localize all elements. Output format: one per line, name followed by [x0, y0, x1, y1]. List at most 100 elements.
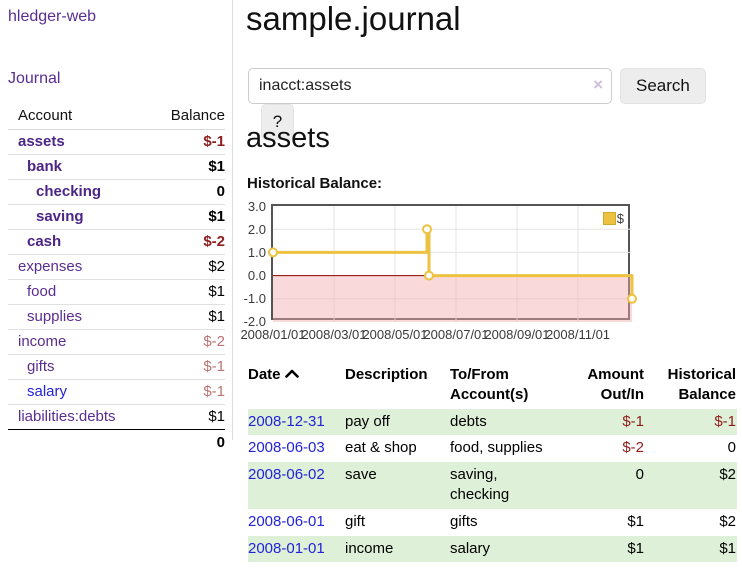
page-title: sample.journal	[246, 0, 461, 37]
account-link-assets[interactable]: assets	[18, 133, 65, 150]
chart-title: Historical Balance:	[247, 175, 383, 192]
help-button[interactable]: ?	[261, 104, 294, 140]
legend-swatch	[602, 212, 616, 225]
search-form: × Search ?	[248, 68, 738, 140]
account-balance: $-1	[158, 354, 225, 380]
legend-label: $	[616, 211, 624, 226]
column-header-accounts: To/From Account(s)	[450, 366, 529, 403]
transaction-amount: $1	[558, 535, 645, 563]
y-tick-label: 2.0	[247, 222, 266, 237]
account-row: supplies $1	[8, 304, 225, 330]
transaction-amount: 0	[558, 462, 645, 509]
account-row: assets $-1	[8, 129, 225, 155]
account-link-supplies[interactable]: supplies	[27, 308, 83, 325]
transaction-amount: $-2	[622, 439, 644, 457]
account-balance: 0	[158, 179, 225, 205]
account-row: liabilities:debts $1	[8, 405, 225, 430]
account-balance: $1	[158, 204, 225, 230]
transaction-accounts: salary	[450, 535, 558, 563]
transaction-accounts: debts	[450, 408, 558, 436]
brand-link[interactable]: hledger-web	[8, 8, 97, 25]
register-row: 2008-06-01 gift gifts $1 $2	[248, 509, 737, 536]
account-link-food[interactable]: food	[27, 283, 57, 300]
accounts-sidebar: Account Balance assets $-1 bank $1 checkin…	[8, 103, 225, 455]
transaction-amount: $1	[627, 512, 644, 530]
account-balance: $-1	[158, 129, 225, 155]
register-row: 2008-12-31 pay off debts $-1 $-1	[248, 408, 737, 436]
data-point-markers	[268, 224, 637, 304]
y-tick-label: -2.0	[243, 314, 266, 329]
account-link-gifts[interactable]: gifts	[27, 358, 55, 375]
transaction-date-link[interactable]: 2008-06-02	[248, 466, 325, 484]
account-link-bank[interactable]: bank	[27, 158, 63, 175]
register-table: Date Description To/From Account(s) Amou…	[248, 362, 737, 563]
account-balance: $-1	[158, 379, 225, 405]
account-balance: $1	[208, 408, 225, 425]
transaction-description: save	[345, 462, 450, 509]
account-link-saving[interactable]: saving	[36, 208, 84, 225]
account-balance: $2	[158, 254, 225, 280]
chart-legend: $	[602, 211, 624, 226]
accounts-total-value: 0	[158, 429, 225, 455]
account-row: checking 0	[8, 179, 225, 205]
sidebar-item-journal[interactable]: Journal	[8, 70, 61, 87]
column-header-date[interactable]: Date	[248, 362, 345, 409]
column-header-description: Description	[345, 366, 428, 383]
account-link-cash[interactable]: cash	[27, 233, 62, 250]
account-link-expenses[interactable]: expenses	[18, 258, 83, 275]
y-tick-label: -1.0	[243, 291, 266, 306]
account-row: bank $1	[8, 154, 225, 180]
transaction-date-link[interactable]: 2008-06-01	[248, 512, 325, 530]
transaction-balance: $2	[645, 462, 737, 509]
y-tick-label: 3.0	[247, 199, 266, 214]
account-row: income $-2	[8, 329, 225, 355]
transaction-date-link[interactable]: 2008-12-31	[248, 412, 325, 430]
x-tick-label: 2008/09/01	[484, 327, 550, 342]
accounts-total-row: 0	[8, 429, 225, 455]
column-header-balance: Historical Balance	[667, 366, 736, 403]
register-section: Date Description To/From Account(s) Amou…	[248, 362, 737, 563]
y-tick-label: 0.0	[247, 268, 266, 283]
sort-ascending-icon	[284, 369, 299, 378]
account-link-checking[interactable]: checking	[36, 183, 102, 200]
transaction-description: income	[345, 535, 450, 563]
account-row: gifts $-1	[8, 354, 225, 380]
accounts-table: Account Balance assets $-1 bank $1 checkin…	[8, 103, 225, 455]
transaction-balance: $2	[719, 512, 736, 530]
account-row: cash $-2	[8, 229, 225, 255]
x-tick-label: 2008/11/01	[545, 327, 611, 342]
transaction-description: gift	[345, 512, 366, 530]
x-tick-label: 2008/07/01	[423, 327, 489, 342]
transaction-date-link[interactable]: 2008-06-03	[248, 439, 325, 457]
account-link-income[interactable]: income	[18, 333, 67, 350]
search-input[interactable]	[248, 68, 612, 104]
transaction-balance: $-1	[645, 408, 737, 436]
transaction-amount: $-1	[558, 408, 645, 436]
transaction-accounts: food, supplies	[450, 439, 543, 457]
balance-column-header: Balance	[158, 103, 225, 130]
account-link-salary[interactable]: salary	[27, 383, 68, 400]
account-balance: $-2	[158, 229, 225, 255]
register-row: 2008-01-01 income salary $1 $1	[248, 535, 737, 563]
register-row: 2008-06-02 save saving, checking 0 $2	[248, 462, 737, 509]
transaction-accounts: gifts	[450, 512, 478, 530]
transaction-description: pay off	[345, 408, 450, 436]
account-balance: $1	[158, 304, 225, 330]
account-link-liabilities-debts[interactable]: liabilities:debts	[18, 408, 116, 425]
sidebar-divider	[232, 0, 233, 440]
y-tick-label: 1.0	[247, 245, 266, 260]
account-row: food $1	[8, 279, 225, 305]
negative-region	[273, 275, 632, 322]
account-row: saving $1	[8, 204, 225, 230]
clear-search-icon[interactable]: ×	[593, 75, 603, 94]
transaction-balance: 0	[727, 439, 736, 457]
account-balance: $1	[158, 279, 225, 305]
transaction-accounts: saving, checking	[450, 462, 558, 509]
accounts-column-header: Account	[8, 103, 158, 130]
transaction-date-link[interactable]: 2008-01-01	[248, 539, 325, 557]
account-row: salary $-1	[8, 379, 225, 405]
historical-balance-chart: $	[268, 204, 637, 322]
account-balance: $1	[158, 154, 225, 180]
column-header-amount: Amount Out/In	[587, 366, 644, 403]
search-button[interactable]: Search	[620, 68, 706, 104]
